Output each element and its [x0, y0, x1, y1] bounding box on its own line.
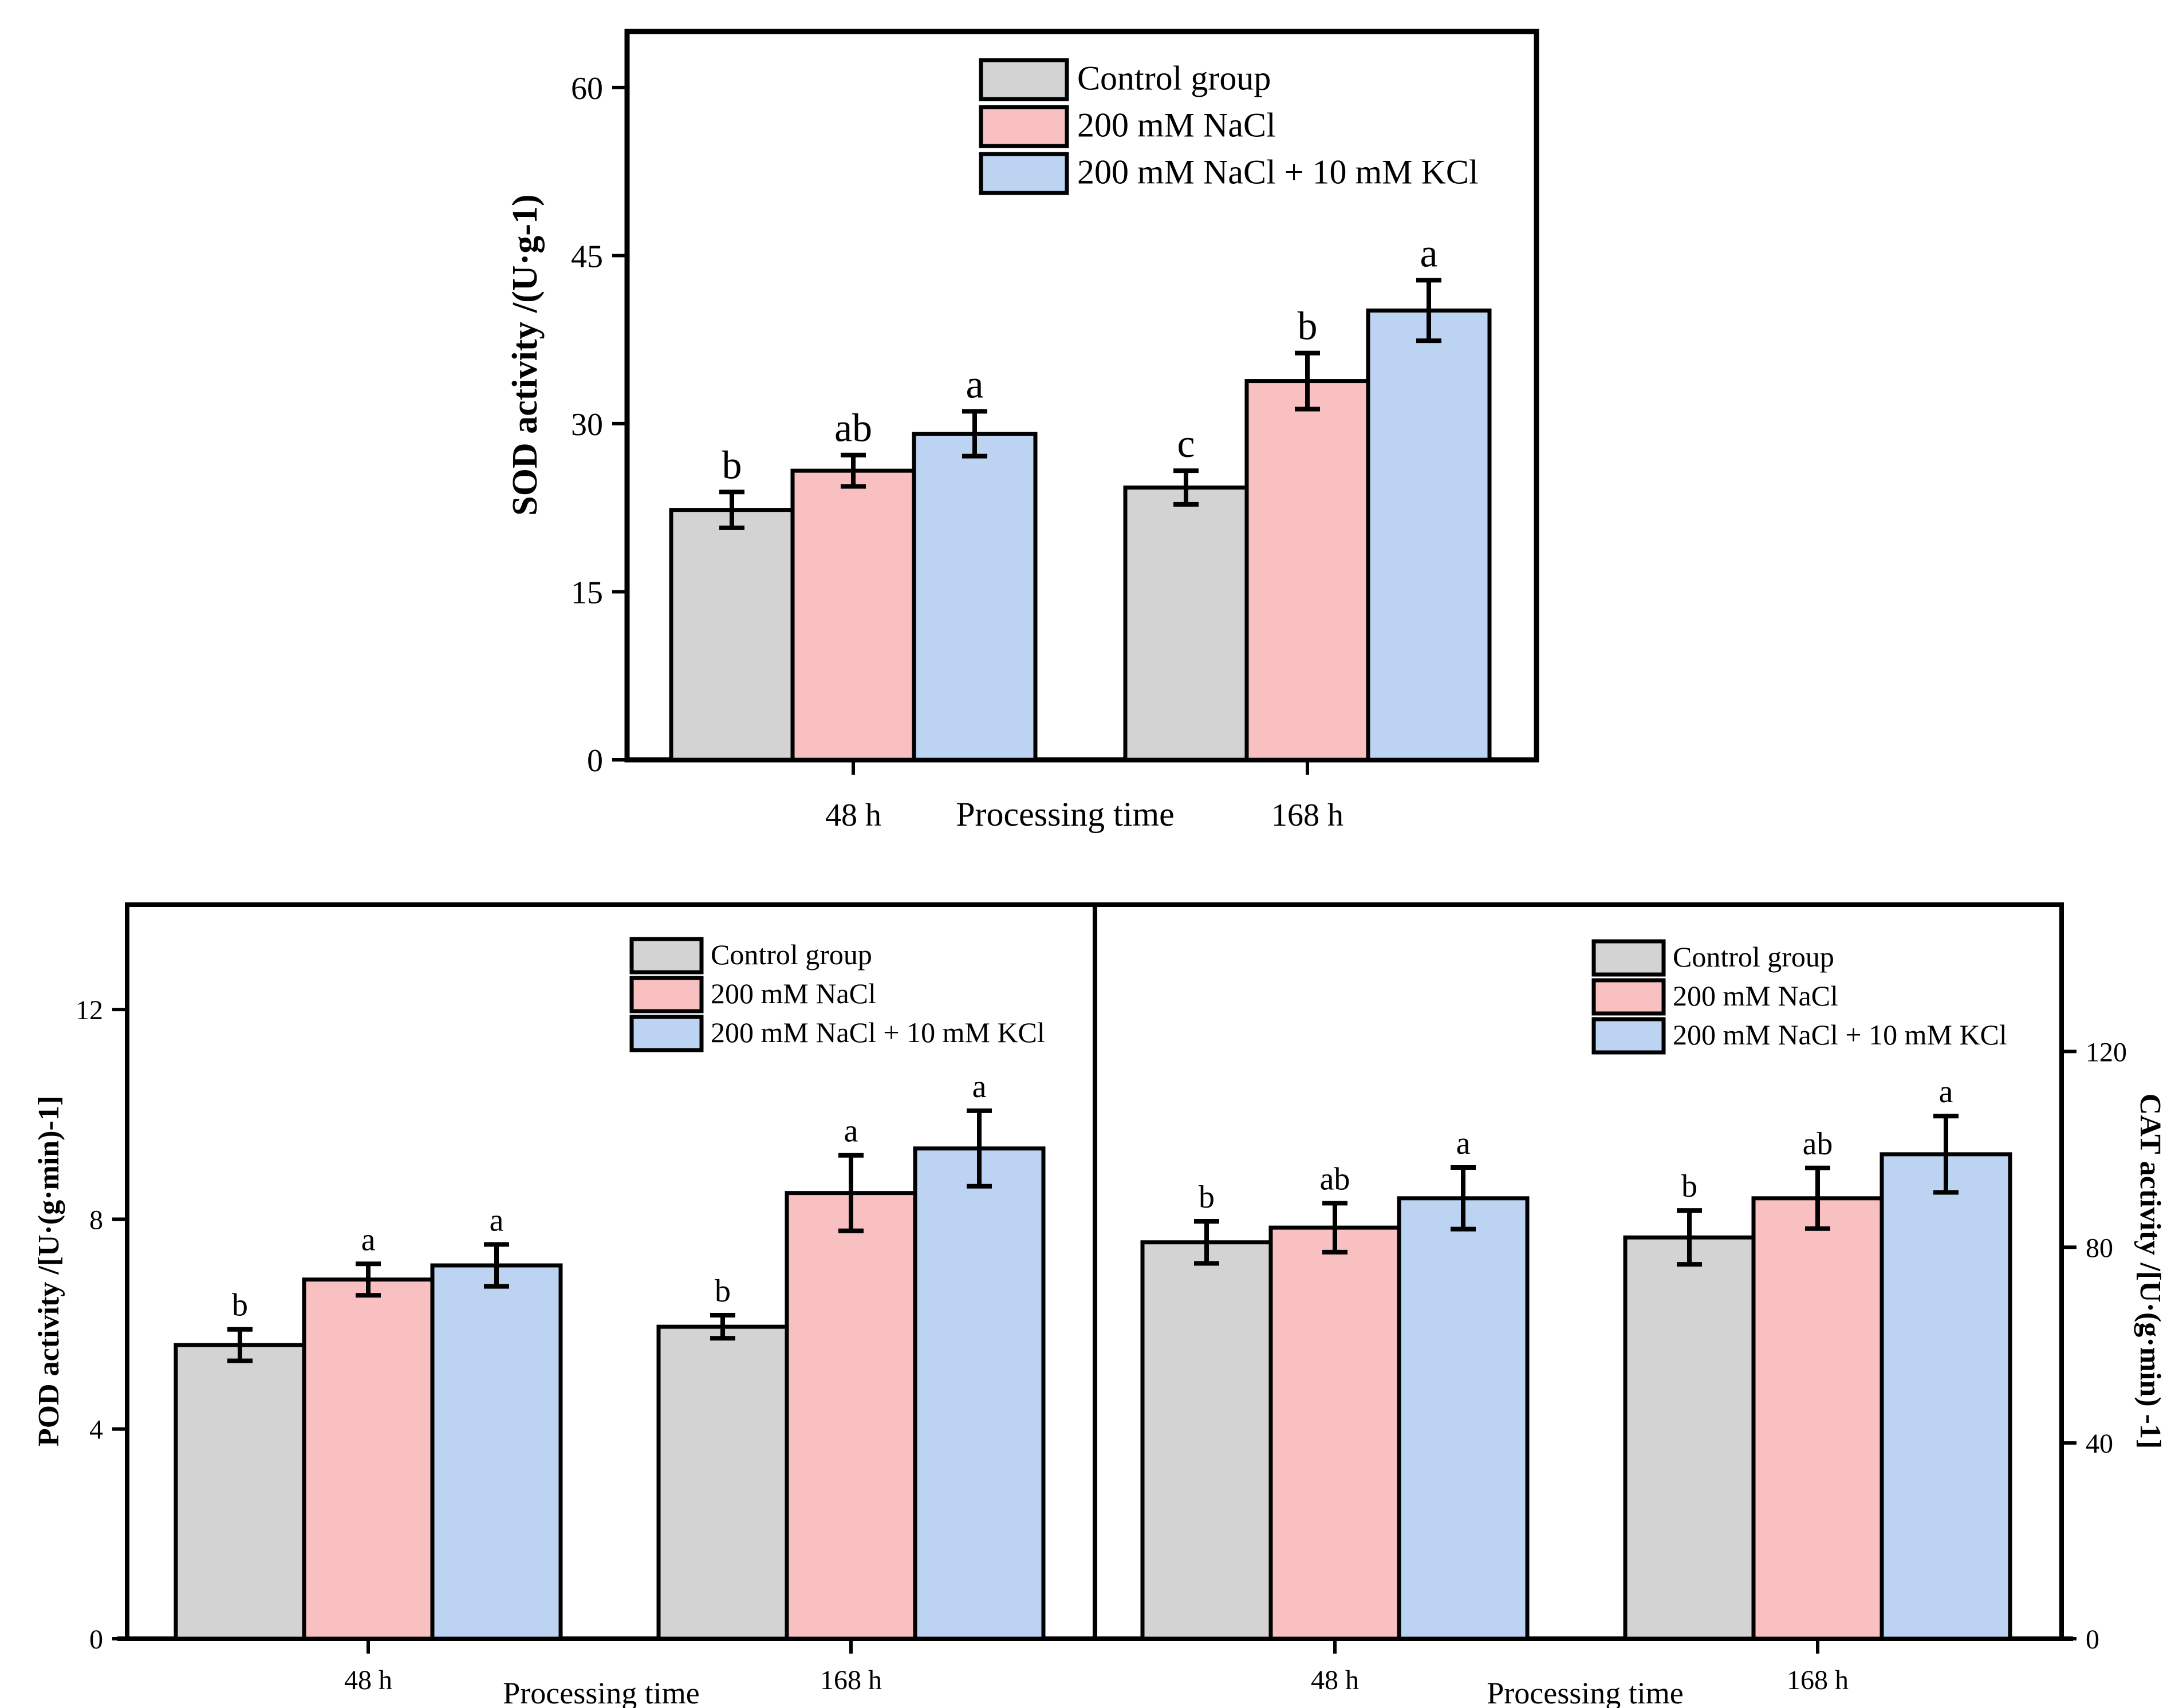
pod-significance-label: a: [490, 1202, 504, 1238]
cat-legend-label: 200 mM NaCl + 10 mM KCl: [1673, 1019, 2007, 1051]
sod-bar: [1123, 485, 1249, 762]
sod-y-tick-label: 60: [571, 71, 603, 106]
cat-legend-label: 200 mM NaCl: [1673, 980, 1838, 1012]
sod-legend-label: Control group: [1077, 60, 1271, 97]
cat-significance-label: ab: [1803, 1126, 1833, 1162]
cat-y-tick-label: 120: [2086, 1037, 2127, 1067]
cat-bar: [1623, 1235, 1756, 1641]
pod-significance-label: a: [972, 1069, 987, 1105]
pod-significance-label: a: [844, 1114, 858, 1149]
cat-bar: [1268, 1225, 1401, 1641]
pod-y-tick-label: 0: [89, 1624, 103, 1655]
pod-legend-swatch: [629, 1015, 704, 1052]
sod-y-tick-label: 0: [587, 743, 603, 779]
cat-plot-frame: [1095, 902, 2064, 1639]
cat-x-axis-title: Processing time: [1487, 1676, 1683, 1708]
sod-y-tick-label: 15: [571, 575, 603, 610]
pod-x-tick-label: 48 h: [344, 1665, 392, 1695]
pod-bar: [430, 1263, 563, 1641]
cat-significance-label: b: [1681, 1169, 1697, 1204]
sod-bar: [912, 432, 1038, 762]
sod-significance-label: c: [1177, 422, 1195, 466]
pod-x-tick-label: 168 h: [820, 1665, 882, 1695]
sod-x-tick-label: 48 h: [825, 798, 881, 833]
cat-bar: [1880, 1152, 2012, 1641]
pod-bar: [656, 1324, 789, 1641]
cat-bar: [1397, 1196, 1530, 1641]
sod-y-axis-title: SOD activity /(U·g-1): [506, 194, 545, 515]
sod-x-axis-title: Processing time: [956, 795, 1175, 833]
sod-legend-label: 200 mM NaCl: [1077, 106, 1276, 144]
pod-bar: [302, 1277, 435, 1641]
sod-legend-swatch: [979, 105, 1069, 148]
pod-legend-swatch: [629, 937, 704, 975]
sod-legend-swatch: [979, 152, 1069, 195]
pod-significance-label: a: [361, 1222, 376, 1257]
cat-significance-label: a: [1939, 1074, 1953, 1110]
cat-significance-label: a: [1456, 1126, 1471, 1161]
cat-bar: [1751, 1196, 1884, 1641]
sod-legend-label: 200 mM NaCl + 10 mM KCl: [1077, 153, 1479, 191]
cat-significance-label: ab: [1320, 1161, 1350, 1197]
cat-significance-label: b: [1199, 1180, 1215, 1215]
cat-legend-swatch: [1591, 978, 1666, 1016]
sod-significance-label: ab: [834, 407, 872, 451]
pod-legend-swatch: [629, 976, 704, 1013]
cat-x-tick-label: 168 h: [1787, 1665, 1849, 1695]
sod-significance-label: a: [1420, 231, 1437, 275]
cat-y-tick-label: 0: [2086, 1624, 2099, 1655]
cat-legend-swatch: [1591, 939, 1666, 977]
sod-chart: 0 15 30 45 60 SOD activity /(U·g-1) b ab a 48 h c b…: [506, 29, 1539, 833]
pod-significance-label: b: [715, 1273, 731, 1309]
sod-significance-label: b: [722, 443, 742, 487]
pod-chart: 0 4 8 12 POD activity /[U·(g·min)-1] b a a 48 h b…: [33, 902, 1097, 1708]
sod-x-tick-label: 168 h: [1271, 798, 1343, 833]
pod-significance-label: b: [232, 1288, 248, 1323]
pod-y-tick-label: 4: [89, 1415, 103, 1445]
pod-bar: [913, 1146, 1046, 1641]
cat-legend-label: Control group: [1673, 941, 1834, 973]
pod-legend-label: 200 mM NaCl: [711, 977, 876, 1009]
cat-y-tick-label: 80: [2086, 1233, 2113, 1263]
pod-y-axis-title: POD activity /[U·(g·min)-1]: [33, 1096, 65, 1446]
cat-y-axis-title: CAT activity /[U·(g·min) -1]: [2134, 1094, 2166, 1449]
sod-bar: [1244, 379, 1370, 762]
pod-y-tick-label: 12: [76, 995, 103, 1025]
sod-bar: [1366, 308, 1492, 762]
sod-legend-swatch: [979, 58, 1069, 101]
cat-bar: [1140, 1240, 1273, 1641]
sod-y-tick-label: 45: [571, 239, 603, 274]
pod-x-axis-title: Processing time: [503, 1676, 699, 1708]
cat-legend-swatch: [1591, 1017, 1666, 1055]
pod-y-tick-label: 8: [89, 1205, 103, 1235]
pod-legend-label: 200 mM NaCl + 10 mM KCl: [711, 1016, 1045, 1048]
sod-bar: [669, 508, 795, 762]
pod-legend-label: Control group: [711, 938, 872, 971]
sod-significance-label: b: [1298, 305, 1318, 349]
pod-bar: [174, 1343, 306, 1641]
sod-bar: [790, 468, 916, 762]
pod-bar: [785, 1191, 917, 1641]
cat-y-tick-label: 40: [2086, 1429, 2113, 1459]
sod-y-tick-label: 30: [571, 407, 603, 443]
sod-significance-label: a: [966, 362, 983, 407]
cat-x-tick-label: 48 h: [1311, 1665, 1359, 1695]
